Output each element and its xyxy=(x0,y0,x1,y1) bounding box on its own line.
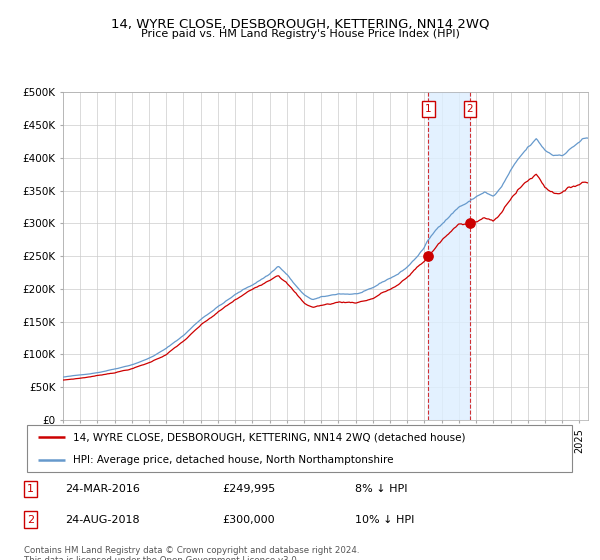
Text: 10% ↓ HPI: 10% ↓ HPI xyxy=(355,515,415,525)
Text: £249,995: £249,995 xyxy=(223,484,276,494)
Text: 8% ↓ HPI: 8% ↓ HPI xyxy=(355,484,408,494)
Text: 14, WYRE CLOSE, DESBOROUGH, KETTERING, NN14 2WQ (detached house): 14, WYRE CLOSE, DESBOROUGH, KETTERING, N… xyxy=(73,432,465,442)
Bar xyxy=(428,92,470,420)
Point xyxy=(424,252,433,261)
Text: Contains HM Land Registry data © Crown copyright and database right 2024.
This d: Contains HM Land Registry data © Crown c… xyxy=(24,546,359,560)
Text: 14, WYRE CLOSE, DESBOROUGH, KETTERING, NN14 2WQ: 14, WYRE CLOSE, DESBOROUGH, KETTERING, N… xyxy=(111,18,489,31)
Text: 2: 2 xyxy=(467,104,473,114)
Text: 24-MAR-2016: 24-MAR-2016 xyxy=(65,484,140,494)
Text: HPI: Average price, detached house, North Northamptonshire: HPI: Average price, detached house, Nort… xyxy=(73,455,393,465)
Text: Price paid vs. HM Land Registry's House Price Index (HPI): Price paid vs. HM Land Registry's House … xyxy=(140,29,460,39)
Point xyxy=(465,219,475,228)
Text: 24-AUG-2018: 24-AUG-2018 xyxy=(65,515,140,525)
Text: 2: 2 xyxy=(27,515,34,525)
Text: £300,000: £300,000 xyxy=(223,515,275,525)
Text: 1: 1 xyxy=(425,104,431,114)
Text: 1: 1 xyxy=(27,484,34,494)
FancyBboxPatch shape xyxy=(27,425,572,472)
